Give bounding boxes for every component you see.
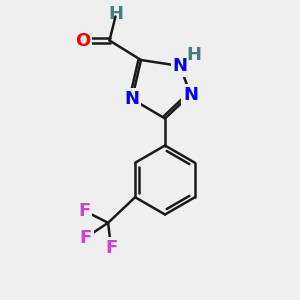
Text: F: F <box>105 239 117 257</box>
Text: N: N <box>183 85 198 103</box>
Text: N: N <box>172 57 188 75</box>
Text: F: F <box>80 229 92 247</box>
Text: F: F <box>78 202 90 220</box>
Text: O: O <box>75 32 90 50</box>
Text: N: N <box>124 90 140 108</box>
Text: H: H <box>186 46 201 64</box>
Text: H: H <box>108 4 123 22</box>
